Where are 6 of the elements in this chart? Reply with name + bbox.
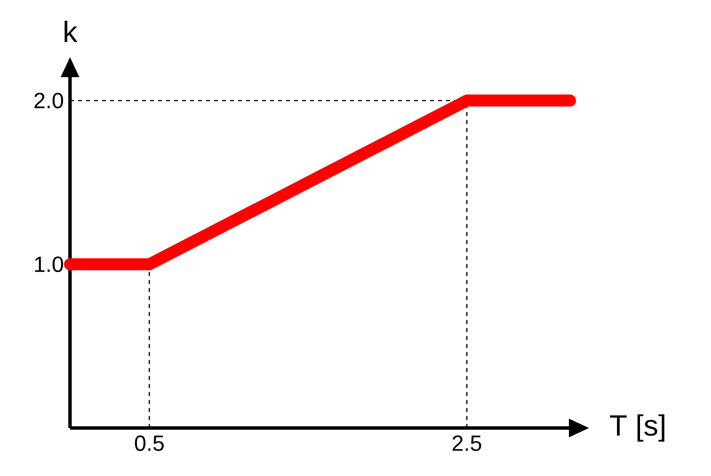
y-axis-title: k [64,20,78,42]
y-tick-label: 2.0 [34,92,64,108]
x-tick-label: 2.5 [452,435,482,451]
x-axis-title: T [s] [610,414,664,442]
y-tick-label: 1.0 [35,256,64,272]
x-tick-label: 0.5 [134,435,164,451]
